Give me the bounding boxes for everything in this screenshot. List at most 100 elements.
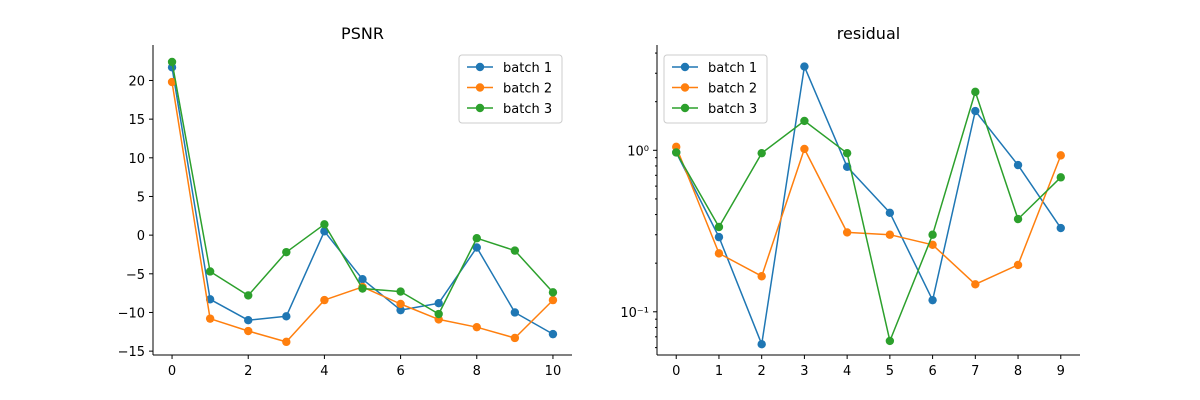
chart-0-series-1-point	[396, 305, 405, 315]
chart-1-series-1-point	[800, 62, 809, 71]
chart-1-series-1-point	[1056, 223, 1065, 233]
chart-1-xtick-label: 3	[800, 364, 808, 379]
chart-0-legend-frame	[458, 54, 563, 124]
chart-1-series-1-point	[971, 106, 980, 116]
chart-0-series-2-point	[472, 322, 481, 332]
chart-0-series-2-point	[320, 295, 329, 305]
chart-0-series-3-point	[244, 291, 253, 300]
chart-0-series-2-point	[510, 333, 520, 343]
chart-1-legend-label: batch 1	[708, 61, 757, 76]
chart-0-series-3-point	[396, 287, 405, 296]
chart-0-ytick-label: −10	[118, 306, 145, 321]
chart-1-legend-marker	[680, 83, 690, 92]
chart-0-series-2-point	[396, 299, 405, 309]
chart-0-series-3-point	[472, 234, 481, 243]
chart-1-series-2-point	[928, 240, 937, 249]
chart-1-series-3-point	[971, 87, 980, 97]
chart-1-series-3-point	[928, 230, 937, 239]
chart-1-series-3-point	[1056, 173, 1065, 182]
chart-0-legend-marker	[475, 103, 485, 113]
chart-1-legend-marker	[680, 62, 690, 72]
chart-0-ytick-label: 20	[128, 74, 145, 89]
chart-0-legend: batch 1 batch 2 batch 3	[458, 54, 563, 124]
chart-1-series-1-point	[757, 339, 766, 349]
chart-0-series-1-point	[434, 298, 443, 308]
chart-0-series-2-point	[282, 337, 291, 347]
chart-1-series-1-point	[1013, 160, 1023, 170]
chart-1-series-2-point	[842, 228, 852, 237]
chart-1-series-3-line	[675, 91, 1062, 342]
chart-0-legend-marker	[475, 62, 485, 72]
chart-1-xtick-label: 2	[758, 364, 766, 379]
chart-0-xtick-label: 4	[320, 364, 328, 379]
chart-1-xtick-label: 4	[843, 364, 851, 379]
chart-1-series-2-point	[757, 272, 766, 281]
chart-0-series-3-point	[358, 284, 367, 293]
chart-0-ytick-label: 0	[137, 229, 145, 244]
chart-0-series-2-point	[244, 326, 253, 336]
chart-1-series-1-point	[885, 208, 895, 218]
chart-1-ytick-label: 10⁻¹	[620, 306, 649, 321]
chart-0-legend-label: batch 3	[503, 102, 552, 117]
chart-1-legend: batch 1 batch 2 batch 3	[663, 54, 768, 124]
chart-1-series-2-point	[885, 230, 895, 239]
chart-0-series-3-point	[205, 267, 215, 276]
chart-1-series-1-line	[675, 65, 1062, 345]
chart-1-legend-marker	[680, 103, 690, 113]
chart-0-xtick-label: 10	[545, 364, 562, 379]
chart-1-series-2-point	[971, 280, 980, 289]
chart-1-xtick-label: 0	[672, 364, 680, 379]
chart-0-series-2-point	[167, 77, 177, 87]
chart-1-series-3-point	[800, 116, 809, 126]
chart-1-legend-frame	[663, 54, 768, 124]
chart-1-series-3-point	[885, 336, 895, 346]
chart-0-series-3-point	[548, 288, 558, 297]
chart-0-series-1-point	[282, 312, 291, 321]
chart-0-series-3-point	[434, 309, 443, 319]
chart-0-series-3-point	[320, 220, 329, 229]
chart-0-series-1-point	[244, 316, 253, 325]
chart-1-xtick-label: 5	[886, 364, 894, 379]
chart-1-series-1-point	[928, 295, 937, 305]
chart-1-legend-label: batch 2	[708, 82, 757, 97]
chart-0-series-1-point	[510, 308, 520, 317]
chart-1-series-3-point	[842, 148, 852, 158]
chart-1-xtick-label: 7	[971, 364, 979, 379]
chart-1-series-3-point	[714, 222, 724, 232]
chart-0-xtick-label: 8	[473, 364, 481, 379]
chart-0-ytick-label: −15	[118, 345, 145, 360]
chart-0-legend-label: batch 1	[503, 61, 552, 76]
chart-0-series-2-point	[205, 314, 215, 323]
chart-0-series-1-point	[548, 329, 558, 339]
chart-1-series-2-point	[800, 144, 809, 154]
chart-0-xtick-label: 2	[244, 364, 252, 379]
chart-1-xtick-label: 8	[1014, 364, 1022, 379]
chart-0-ytick-label: 10	[128, 152, 145, 167]
chart-1-series-2-point	[714, 249, 724, 258]
chart-1-series-2-point	[1056, 151, 1065, 160]
chart-0-ytick-label: −5	[126, 268, 145, 283]
chart-1-title: residual	[837, 24, 900, 43]
chart-1-series-3-point	[672, 148, 681, 157]
chart-0-legend-marker	[475, 83, 485, 92]
chart-1-series-2-point	[1013, 260, 1023, 270]
chart-0-series-3-point	[282, 247, 291, 257]
chart-1-series-3-point	[757, 148, 766, 158]
chart-0-title: PSNR	[341, 24, 384, 43]
chart-1-series-2-line	[675, 146, 1062, 286]
chart-1-legend-label: batch 3	[708, 102, 757, 117]
chart-1-series-3-point	[1013, 214, 1023, 224]
chart-1-xtick-label: 6	[928, 364, 936, 379]
chart-0-ytick-label: 15	[128, 113, 145, 128]
chart-0-series-3-point	[510, 246, 520, 255]
chart-0-xtick-label: 0	[168, 364, 176, 379]
chart-1-series-1-point	[714, 232, 724, 242]
chart-1-ytick-label: 10⁰	[627, 144, 649, 159]
chart-0-legend-label: batch 2	[503, 82, 552, 97]
chart-0-xtick-label: 6	[396, 364, 404, 379]
chart-0-series-3-point	[167, 57, 177, 67]
chart-0-series-2-point	[548, 295, 558, 305]
